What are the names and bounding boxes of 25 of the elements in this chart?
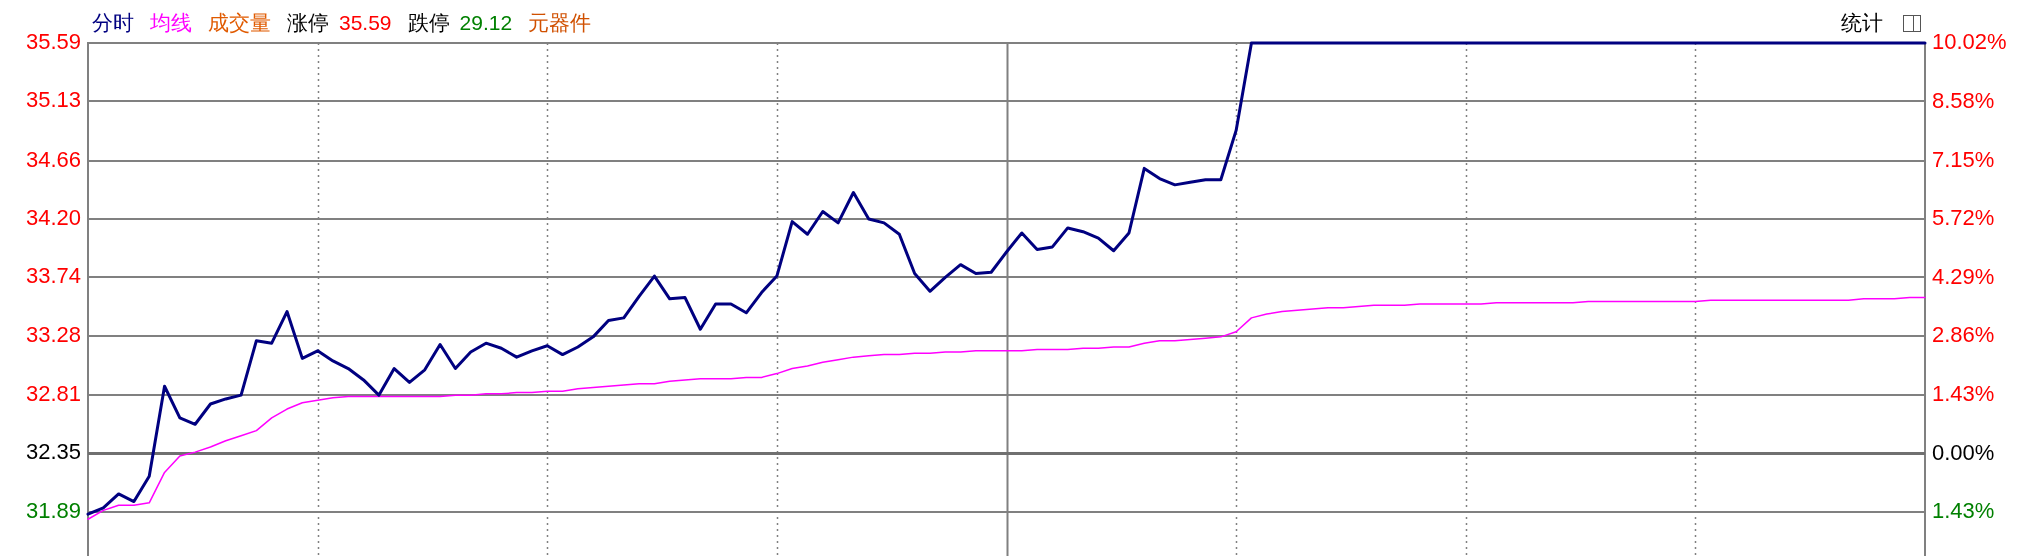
text: 均线 bbox=[150, 10, 192, 36]
y-tick-label: 34.66 bbox=[25, 146, 81, 172]
y2-tick-label: 10.02% bbox=[1932, 29, 2007, 55]
text: 成交量 bbox=[208, 10, 271, 36]
y2-tick-label: 1.43% bbox=[1932, 498, 1995, 524]
text: 涨停 35.59 bbox=[287, 11, 392, 34]
y-tick-label: 33.74 bbox=[25, 263, 81, 289]
y2-tick-label: 5.72% bbox=[1932, 205, 1995, 231]
y-tick-label: 32.35 bbox=[25, 439, 81, 465]
y-tick-label: 32.81 bbox=[25, 381, 81, 407]
y2-tick-label: 2.86% bbox=[1932, 322, 1995, 348]
y-tick-label: 31.89 bbox=[25, 497, 81, 523]
y2-tick-label: 8.58% bbox=[1932, 88, 1995, 114]
y-tick-label: 33.28 bbox=[25, 321, 81, 347]
y2-tick-label: 1.43% bbox=[1932, 381, 1995, 407]
y-tick-label: 34.20 bbox=[25, 205, 81, 231]
y-tick-label: 35.13 bbox=[25, 87, 81, 113]
y2-tick-label: 4.29% bbox=[1932, 263, 1995, 289]
text: 分时 bbox=[92, 10, 134, 36]
y2-tick-label: 7.15% bbox=[1932, 146, 1995, 172]
text: 跌停 29.12 bbox=[407, 11, 513, 34]
y2-tick-label: 0.00% bbox=[1932, 439, 1995, 465]
text: 元器件 bbox=[528, 10, 592, 36]
text: 统计 bbox=[1841, 10, 1883, 36]
y-tick-label: 35.59 bbox=[25, 29, 81, 55]
